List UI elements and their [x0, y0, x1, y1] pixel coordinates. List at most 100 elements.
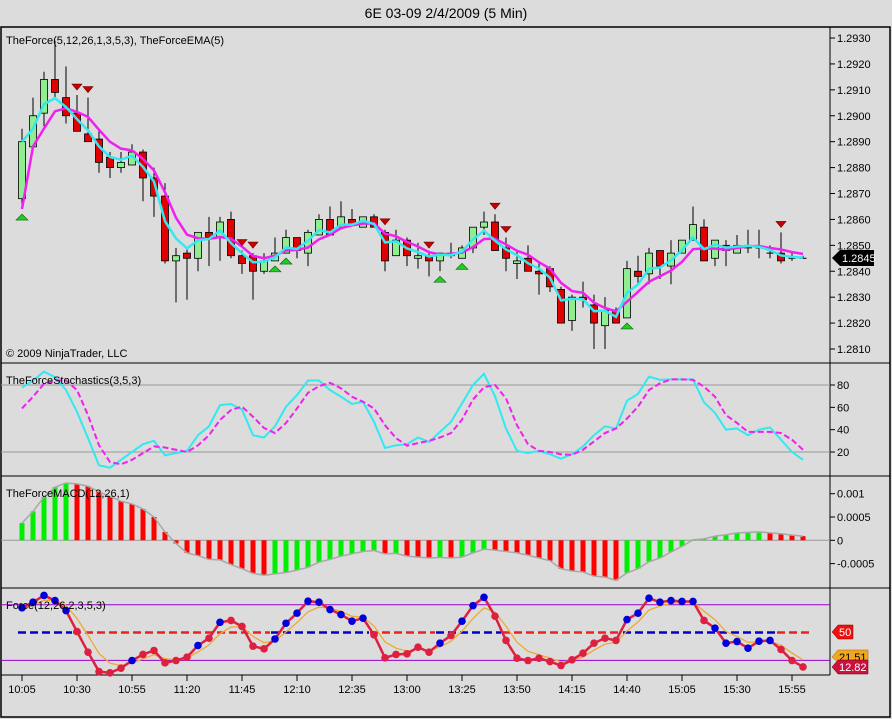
force-dot-red [73, 627, 81, 636]
force-dot-red [370, 631, 378, 639]
candle [51, 40, 59, 98]
force-dot-red [95, 667, 103, 676]
macd-bar-down [162, 531, 168, 541]
candle [634, 255, 642, 285]
macd-bar-up [316, 540, 322, 563]
macd-panel[interactable] [19, 482, 806, 582]
macd-bar-down [800, 536, 806, 541]
candle [282, 229, 290, 254]
macd-bar-down [778, 533, 784, 541]
price-panel[interactable] [15, 40, 807, 350]
price-tick-label: 1.2920 [837, 59, 871, 71]
sell-signal-triangle [247, 241, 259, 249]
force-dot-blue [436, 639, 444, 647]
macd-line [21, 482, 804, 582]
time-tick-label: 11:45 [229, 684, 256, 696]
force-level-marker: 50 [831, 624, 854, 640]
force-dot-blue [271, 635, 279, 643]
force-dot-red [700, 616, 708, 625]
time-tick-label: 12:35 [338, 684, 366, 696]
time-tick-label: 10:05 [8, 684, 36, 696]
macd-bar-up [734, 532, 740, 541]
force-dot-red [447, 631, 455, 640]
candle-body-down [656, 250, 664, 267]
candle-body-down [51, 79, 59, 93]
macd-bar-up [283, 540, 289, 573]
stochastics-tick-label: 60 [837, 402, 849, 414]
force-dot-blue [40, 591, 48, 600]
macd-bar-up [657, 540, 663, 559]
force-dot-red [150, 646, 158, 655]
candle [689, 206, 697, 241]
force-dot-red [260, 645, 268, 653]
force-dot-red [568, 656, 576, 664]
macd-bar-down [85, 486, 91, 541]
force-dot-blue [359, 614, 367, 622]
time-tick-label: 13:25 [448, 684, 476, 696]
force-dot-red [546, 657, 554, 666]
macd-bar-down [514, 540, 520, 553]
price-tick-label: 1.2840 [837, 266, 871, 278]
force-panel[interactable] [18, 591, 809, 677]
time-tick-label: 13:50 [503, 684, 531, 696]
force-dot-red [414, 643, 422, 651]
candle-body-down [161, 195, 169, 262]
macd-bar-up [305, 540, 311, 568]
macd-bar-down [525, 540, 531, 556]
force-dot-blue [282, 619, 290, 628]
time-tick-label: 15:05 [668, 684, 696, 696]
buy-signal-triangle [268, 265, 282, 273]
candle-body-up [513, 260, 521, 264]
force-dot-blue [29, 598, 37, 606]
macd-bar-up [360, 540, 366, 552]
macd-bar-down [569, 540, 575, 572]
force-dot-red [799, 663, 807, 671]
macd-bar-down [547, 540, 553, 561]
macd-bar-up [338, 540, 344, 557]
candle [436, 252, 444, 272]
force-dot-blue [18, 604, 26, 612]
force-last-label: 12.82 [839, 662, 867, 674]
candle-body-down [557, 288, 565, 324]
force-dot-blue [766, 636, 774, 645]
macd-bar-up [459, 540, 465, 558]
force-dot-red [227, 616, 235, 625]
candle [183, 247, 191, 300]
macd-bar-down [580, 540, 586, 572]
force-dot-blue [656, 598, 664, 606]
macd-bar-down [492, 540, 498, 551]
candle [84, 97, 92, 143]
sell-signal-triangle [379, 218, 391, 226]
price-tick-label: 1.2830 [837, 292, 871, 304]
candle-body-up [282, 237, 290, 254]
macd-bar-up [52, 487, 58, 541]
candle-body-up [645, 252, 653, 275]
force-dot-red [205, 634, 213, 642]
macd-bar-down [415, 540, 421, 558]
macd-tick-label: -0.0005 [837, 559, 874, 571]
macd-bar-down [448, 540, 454, 559]
force-dot-red [117, 664, 125, 672]
macd-bar-up [41, 496, 47, 541]
macd-bar-up [349, 540, 355, 554]
force-dot-blue [348, 617, 356, 626]
macd-bar-down [96, 491, 102, 541]
time-tick-label: 12:10 [283, 684, 311, 696]
macd-bar-up [679, 540, 685, 547]
stochastics-panel[interactable] [21, 370, 804, 469]
macd-panel-title: TheForceMACD(12,26,1) [6, 488, 130, 500]
candle [172, 247, 180, 303]
candle [645, 247, 653, 285]
force-dot-red [403, 650, 411, 658]
macd-bar-down [613, 540, 619, 581]
force-dot-blue [51, 596, 59, 605]
macd-bar-down [602, 540, 608, 578]
last-price-marker: 1.2845 [832, 250, 876, 266]
macd-bar-up [723, 534, 729, 541]
force-dot-red [183, 653, 191, 661]
chart-title: 6E 03-09 2/4/2009 (5 Min) [365, 5, 528, 21]
time-tick-label: 14:40 [613, 684, 641, 696]
copyright: © 2009 NinjaTrader, LLC [6, 348, 127, 360]
force-dot-red [139, 650, 147, 659]
